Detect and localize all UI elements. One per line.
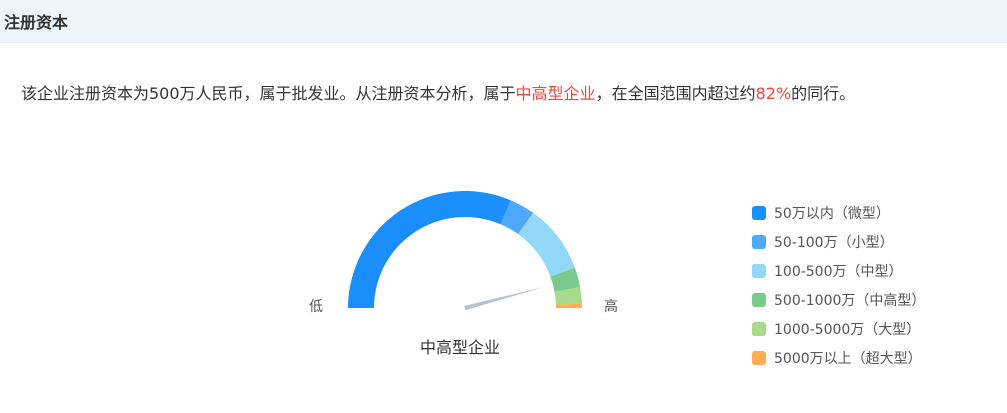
desc-category: 中高型企业 [515, 84, 596, 103]
gauge-needle [464, 286, 545, 311]
legend-label: 50-100万（小型） [774, 234, 894, 251]
desc-text: 的同行。 [791, 84, 856, 103]
legend: 50万以内（微型） 50-100万（小型） 100-500万（中型） 500-1000… [752, 198, 925, 372]
legend-swatch [752, 350, 766, 365]
legend-label: 50万以内（微型） [774, 205, 890, 222]
legend-item[interactable]: 500-1000万（中高型） [752, 285, 925, 314]
gauge-segment [518, 212, 575, 277]
legend-swatch [752, 292, 766, 307]
desc-text: 该企业注册资本为500万人民币，属于批发业。从注册资本分析，属于 [21, 84, 516, 103]
legend-label: 100-500万（中型） [774, 263, 903, 280]
legend-item[interactable]: 50-100万（小型） [752, 227, 925, 256]
legend-item[interactable]: 1000-5000万（大型） [752, 314, 925, 343]
legend-swatch [752, 234, 766, 249]
desc-percent: 82% [755, 84, 792, 103]
legend-swatch [752, 263, 766, 278]
legend-swatch [752, 321, 766, 336]
gauge-min-label: 低 [309, 299, 323, 315]
legend-swatch [752, 205, 766, 220]
legend-label: 5000万以上（超大型） [774, 350, 922, 367]
legend-label: 500-1000万（中高型） [774, 292, 926, 309]
gauge-segment [555, 303, 582, 308]
gauge-detail: 中高型企业 [420, 338, 501, 357]
gauge-segment [348, 190, 511, 308]
legend-label: 1000-5000万（大型） [774, 321, 921, 338]
section-header: 注册资本 [0, 0, 1007, 43]
gauge-segment [550, 267, 581, 292]
description: 该企业注册资本为500万人民币，属于批发业。从注册资本分析，属于中高型企业，在全… [21, 80, 855, 104]
desc-text: ，在全国范围内超过约 [595, 84, 756, 103]
gauge-segment [554, 287, 582, 305]
legend-item[interactable]: 5000万以上（超大型） [752, 343, 925, 372]
section-title: 注册资本 [4, 13, 69, 32]
gauge-max-label: 高 [604, 299, 618, 315]
legend-item[interactable]: 50万以内（微型） [752, 198, 925, 227]
gauge-segment [500, 200, 534, 235]
legend-item[interactable]: 100-500万（中型） [752, 256, 925, 285]
